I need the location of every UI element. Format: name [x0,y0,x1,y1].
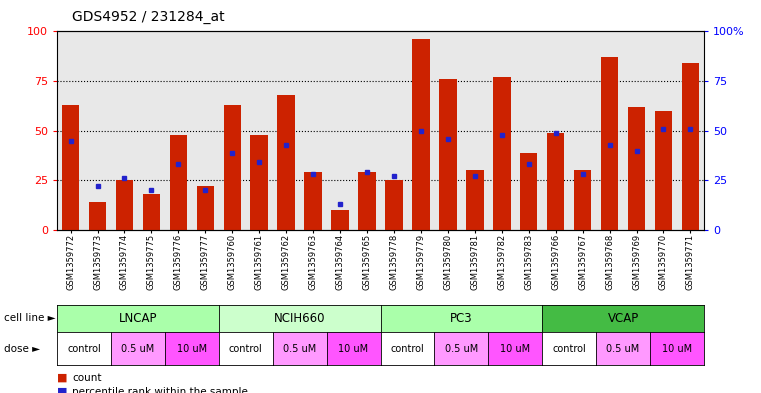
Text: 0.5 uM: 0.5 uM [444,344,478,354]
Text: control: control [67,344,101,354]
Text: control: control [552,344,586,354]
Bar [412,39,430,230]
Text: dose ►: dose ► [4,344,40,354]
Bar [116,180,133,230]
Text: 0.5 uM: 0.5 uM [607,344,640,354]
Bar [547,133,565,230]
Text: control: control [390,344,425,354]
Bar [601,57,619,230]
Bar [493,77,511,230]
Text: GDS4952 / 231284_at: GDS4952 / 231284_at [72,10,225,24]
Bar [628,107,645,230]
Bar [520,152,537,230]
Bar [654,111,672,230]
Bar [574,171,591,230]
Bar [142,194,160,230]
Text: ■: ■ [57,373,68,383]
Text: ■: ■ [57,387,68,393]
Text: control: control [229,344,263,354]
Text: 10 uM: 10 uM [662,344,692,354]
Bar [278,95,295,230]
Text: percentile rank within the sample: percentile rank within the sample [72,387,248,393]
Text: 10 uM: 10 uM [500,344,530,354]
Bar [439,79,457,230]
Text: LNCAP: LNCAP [119,312,158,325]
Bar [682,63,699,230]
Text: 0.5 uM: 0.5 uM [283,344,317,354]
Text: count: count [72,373,102,383]
Text: NCIH660: NCIH660 [274,312,326,325]
Text: 0.5 uM: 0.5 uM [121,344,154,354]
Bar [170,135,187,230]
Bar [466,171,483,230]
Bar [304,173,322,230]
Bar [89,202,107,230]
Text: 10 uM: 10 uM [339,344,368,354]
Text: cell line ►: cell line ► [4,313,56,323]
Bar [250,135,268,230]
Bar [331,210,349,230]
Text: PC3: PC3 [450,312,473,325]
Bar [224,105,241,230]
Bar [385,180,403,230]
Text: 10 uM: 10 uM [177,344,207,354]
Text: VCAP: VCAP [607,312,638,325]
Bar [62,105,79,230]
Bar [358,173,376,230]
Bar [196,186,214,230]
